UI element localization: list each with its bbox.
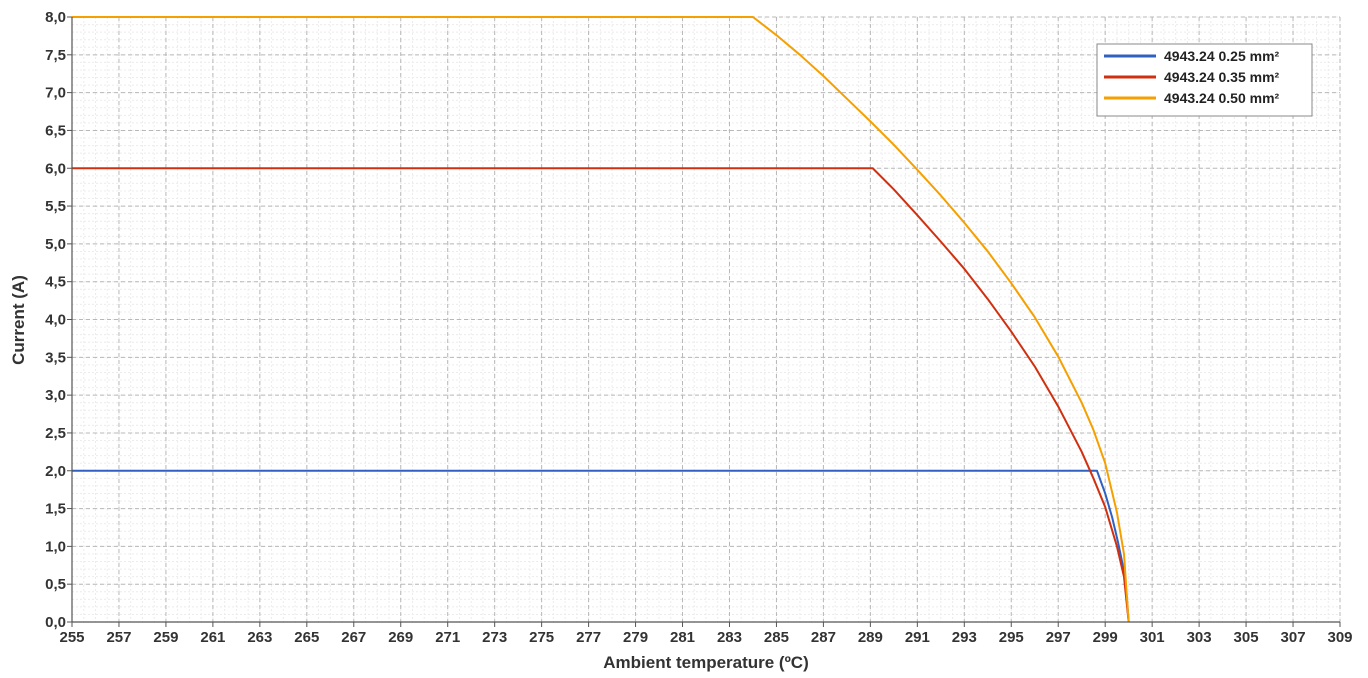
legend-label: 4943.24 0.50 mm² xyxy=(1164,90,1280,106)
series-line-3 xyxy=(72,16,1130,623)
x-tick-label: 305 xyxy=(1234,629,1259,646)
y-tick-label: 3,0 xyxy=(45,387,66,404)
x-tick-label: 307 xyxy=(1281,629,1306,646)
x-tick-label: 281 xyxy=(670,629,695,646)
y-tick-label: 0,5 xyxy=(45,576,66,593)
x-tick-label: 299 xyxy=(1093,629,1118,646)
y-tick-labels: 0,0 0,5 1,0 1,5 2,0 2,5 3,0 3,5 4,0 4,5 5,0 5,5 6,0 6… xyxy=(45,9,66,631)
x-tick-label: 291 xyxy=(905,629,930,646)
x-axis-title: Ambient temperature (ºC) xyxy=(603,653,809,672)
legend-label: 4943.24 0.25 mm² xyxy=(1164,48,1280,64)
x-tick-label: 287 xyxy=(811,629,836,646)
y-tick-label: 1,5 xyxy=(45,501,66,518)
y-tick-label: 7,0 xyxy=(45,85,66,102)
x-tick-label: 255 xyxy=(59,629,84,646)
x-tick-label: 285 xyxy=(764,629,789,646)
x-tick-label: 283 xyxy=(717,629,742,646)
x-tick-label: 259 xyxy=(153,629,178,646)
x-tick-label: 267 xyxy=(341,629,366,646)
x-tick-label: 295 xyxy=(999,629,1024,646)
x-tick-label: 297 xyxy=(1046,629,1071,646)
y-tick-label: 1,0 xyxy=(45,538,66,555)
x-tick-label: 309 xyxy=(1327,629,1352,646)
y-tick-label: 2,0 xyxy=(45,463,66,480)
series-layer xyxy=(72,16,1130,623)
axes-layer xyxy=(67,16,1341,627)
y-tick-label: 6,5 xyxy=(45,122,66,139)
y-tick-label: 6,0 xyxy=(45,160,66,177)
series-line-2 xyxy=(72,167,1130,623)
x-tick-label: 301 xyxy=(1140,629,1165,646)
x-tick-label: 271 xyxy=(435,629,460,646)
y-tick-label: 2,5 xyxy=(45,425,66,442)
x-tick-label: 257 xyxy=(106,629,131,646)
major-grid xyxy=(71,16,1341,623)
y-tick-label: 5,5 xyxy=(45,198,66,215)
legend-items: 4943.24 0.25 mm² 4943.24 0.35 mm² 4943.24 … xyxy=(1104,48,1280,106)
legend-label: 4943.24 0.35 mm² xyxy=(1164,69,1280,85)
x-tick-label: 273 xyxy=(482,629,507,646)
legend: 4943.24 0.25 mm² 4943.24 0.35 mm² 4943.24 … xyxy=(1096,43,1313,117)
x-tick-label: 303 xyxy=(1187,629,1212,646)
y-axis-title: Current (A) xyxy=(9,275,28,365)
y-tick-label: 3,5 xyxy=(45,349,66,366)
y-tick-label: 4,0 xyxy=(45,312,66,329)
y-tick-label: 5,0 xyxy=(45,236,66,253)
y-tick-label: 4,5 xyxy=(45,274,66,291)
x-tick-label: 263 xyxy=(247,629,272,646)
y-tick-label: 7,5 xyxy=(45,47,66,64)
y-tick-label: 8,0 xyxy=(45,9,66,26)
x-tick-label: 269 xyxy=(388,629,413,646)
x-tick-label: 265 xyxy=(294,629,319,646)
x-tick-labels: 255 257 259 261 263 265 267 269 271 273 275 277 279 2… xyxy=(59,629,1352,646)
x-tick-label: 261 xyxy=(200,629,225,646)
x-tick-label: 277 xyxy=(576,629,601,646)
x-tick-label: 275 xyxy=(529,629,554,646)
x-tick-label: 293 xyxy=(952,629,977,646)
x-tick-label: 289 xyxy=(858,629,883,646)
x-tick-label: 279 xyxy=(623,629,648,646)
y-tick-label: 0,0 xyxy=(45,614,66,631)
